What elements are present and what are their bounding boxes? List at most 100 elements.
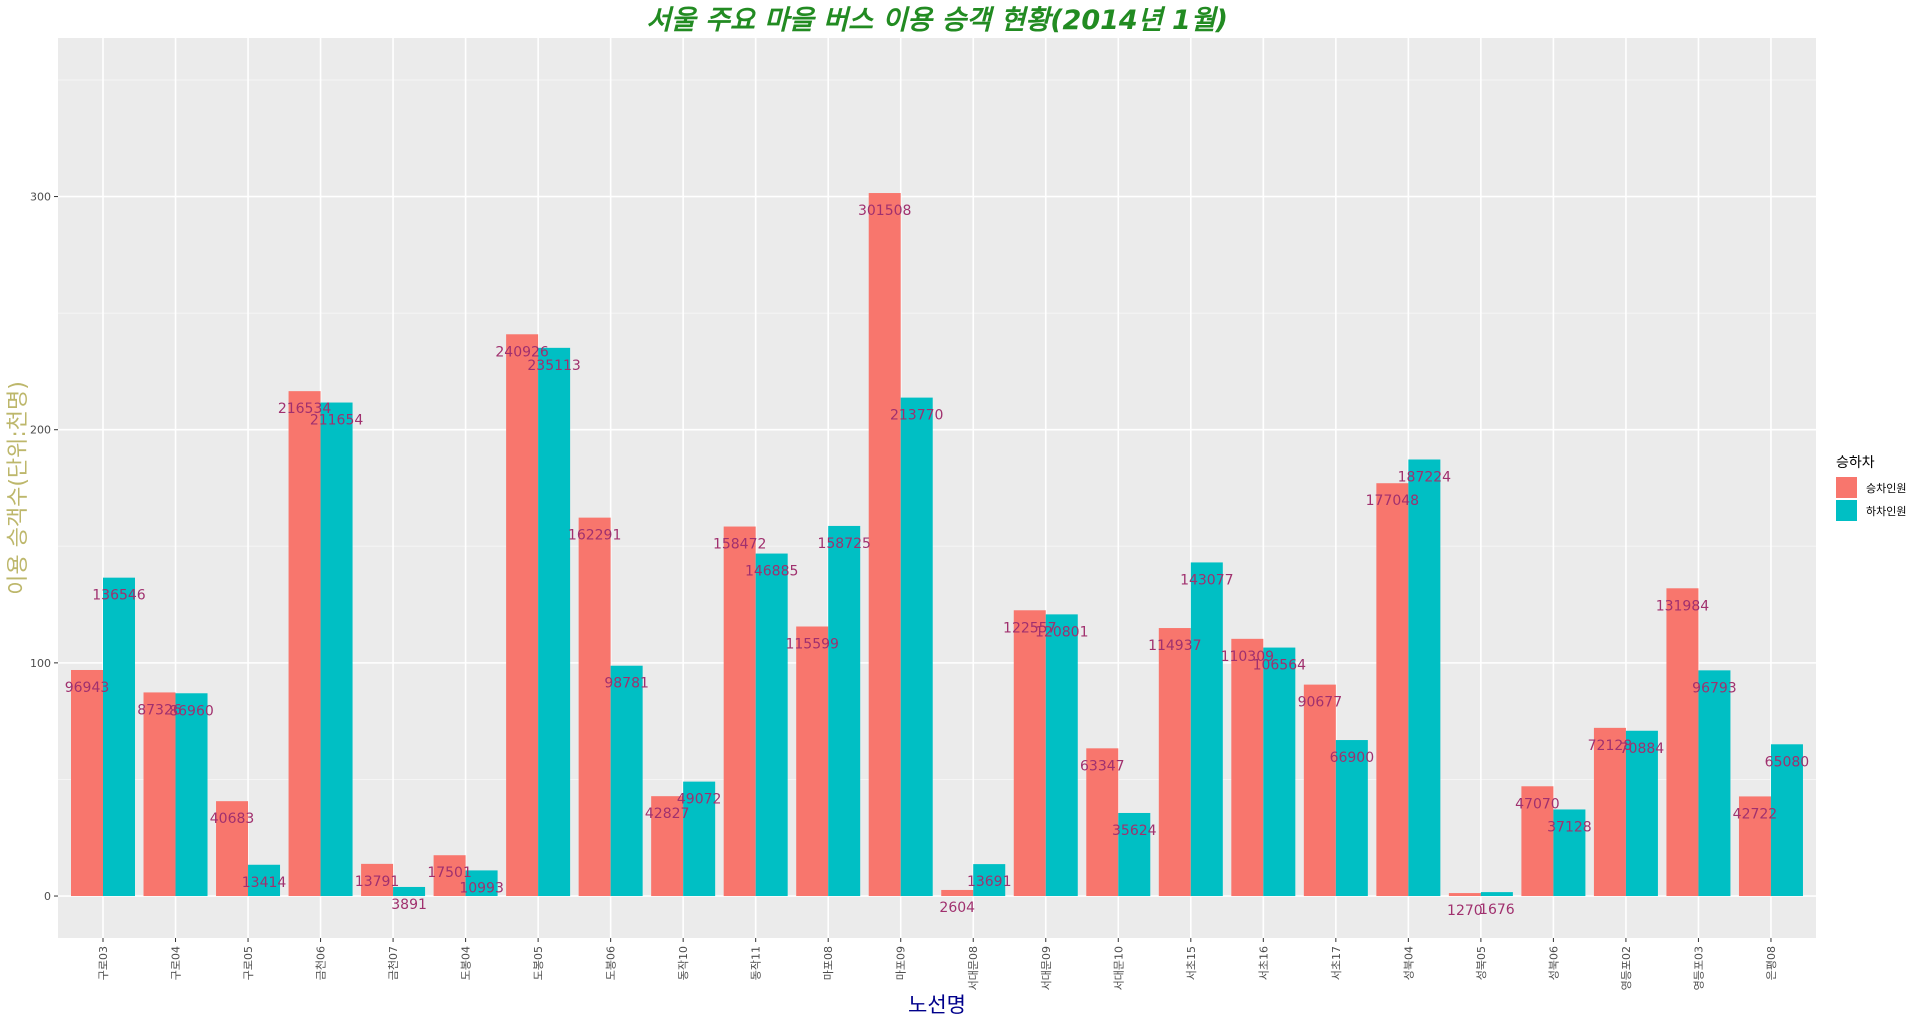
data-label: 146885 [745, 564, 798, 580]
legend-swatch-boarding [1836, 477, 1857, 498]
x-tick-label: 구로04 [170, 946, 183, 980]
y-tick-label: 0 [44, 890, 51, 903]
bar-서초15-승차인원 [1158, 628, 1191, 897]
bar-마포08-승차인원 [796, 626, 829, 897]
legend-label-alighting: 하차인원 [1866, 504, 1906, 518]
bar-성북05-하차인원 [1480, 892, 1513, 897]
bar-성북04-하차인원 [1408, 459, 1441, 897]
data-label: 177048 [1366, 493, 1419, 509]
bar-서대문10-하차인원 [1118, 812, 1151, 897]
chart-title: 서울 주요 마을 버스 이용 승객 현황(2014년 1월) [646, 5, 1228, 36]
bar-서대문08-하차인원 [973, 864, 1006, 897]
y-tick-label: 100 [30, 657, 51, 670]
bar-도봉05-하차인원 [538, 347, 571, 897]
x-tick-label: 도봉05 [532, 946, 545, 980]
bar-은평08-하차인원 [1770, 744, 1803, 897]
legend-swatch-alighting [1836, 500, 1857, 521]
data-label: 35624 [1112, 823, 1157, 839]
data-label: 158472 [713, 537, 766, 553]
legend-title: 승하차 [1836, 455, 1875, 471]
x-tick-label: 서초15 [1185, 946, 1198, 980]
data-label: 110309 [1221, 649, 1274, 665]
data-label: 240926 [495, 344, 549, 360]
data-label: 90677 [1298, 695, 1343, 711]
bar-금천06-하차인원 [320, 402, 353, 897]
x-tick-label: 도봉04 [460, 946, 473, 980]
bar-성북04-승차인원 [1376, 483, 1409, 897]
data-label: 131984 [1656, 598, 1710, 614]
bar-성북06-하차인원 [1553, 809, 1586, 897]
bar-구로04-하차인원 [175, 693, 208, 897]
data-label: 143077 [1180, 572, 1233, 588]
data-label: 42722 [1733, 806, 1778, 822]
bar-동작10-하차인원 [683, 781, 716, 897]
bar-성북05-승차인원 [1448, 893, 1481, 897]
bar-마포08-하차인원 [828, 525, 861, 897]
data-label: 115599 [785, 636, 838, 652]
data-label: 1676 [1479, 902, 1515, 918]
x-tick-label: 금천07 [386, 946, 400, 980]
data-label: 66900 [1330, 750, 1375, 766]
bar-마포09-승차인원 [868, 193, 901, 897]
data-label: 65080 [1765, 754, 1810, 770]
x-tick-label: 마포09 [895, 946, 908, 980]
data-label: 235113 [527, 358, 580, 374]
data-label: 3891 [391, 897, 427, 913]
data-label: 162291 [568, 528, 621, 544]
legend-label-boarding: 승차인원 [1866, 482, 1906, 495]
bar-서초16-승차인원 [1231, 638, 1264, 897]
x-tick-label: 동작11 [750, 946, 763, 980]
bar-금천06-승차인원 [288, 391, 321, 897]
data-label: 211654 [310, 413, 364, 429]
bar-구로05-승차인원 [216, 801, 249, 897]
data-label: 98781 [604, 676, 649, 692]
x-tick-label: 서대문09 [1040, 946, 1053, 990]
bar-금천07-하차인원 [393, 886, 426, 897]
bar-마포09-하차인원 [900, 397, 933, 897]
bar-도봉05-승차인원 [506, 334, 539, 897]
bar-도봉06-하차인원 [610, 665, 643, 897]
data-label: 42827 [645, 806, 690, 822]
bar-도봉04-하차인원 [465, 870, 498, 897]
x-tick-label: 도봉06 [605, 946, 618, 980]
bar-구로05-하차인원 [248, 864, 281, 897]
x-tick-label: 서대문08 [967, 946, 980, 990]
data-label: 72128 [1588, 738, 1633, 754]
data-label: 2604 [939, 900, 975, 916]
x-tick-label: 영등포03 [1692, 946, 1705, 990]
x-tick-label: 성북06 [1547, 946, 1560, 980]
data-label: 216534 [278, 401, 332, 417]
data-label: 13414 [242, 875, 287, 891]
x-tick-label: 서초16 [1257, 946, 1270, 980]
x-tick-label: 동작10 [677, 946, 690, 980]
data-label: 87326 [137, 702, 182, 718]
data-label: 86960 [169, 703, 214, 719]
data-label: 63347 [1080, 758, 1125, 774]
x-axis-ticks: 구로03 구로04 구로05 금천06 금천07 도봉04 도봉05 도봉06 동작10 동작11… [97, 938, 1778, 990]
data-label: 13691 [967, 874, 1012, 890]
data-label: 40683 [210, 811, 255, 827]
data-label: 136546 [92, 588, 146, 604]
data-label: 158725 [817, 536, 870, 552]
data-label: 213770 [890, 408, 943, 424]
data-label: 96793 [1692, 680, 1737, 696]
data-label: 106564 [1253, 658, 1307, 674]
bar-도봉04-승차인원 [433, 855, 466, 897]
legend: 승하차 승차인원 하차인원 [1836, 455, 1906, 521]
x-tick-label: 서대문10 [1112, 946, 1125, 990]
x-tick-label: 성북05 [1475, 946, 1488, 980]
data-label: 187224 [1398, 469, 1452, 485]
y-tick-label: 300 [30, 191, 51, 204]
x-tick-label: 마포08 [822, 946, 835, 980]
bar-구로03-하차인원 [103, 577, 135, 897]
data-labels: 96943 87326 40683 216534 13791 17501 240926 162… [65, 203, 1810, 919]
bar-서초17-승차인원 [1303, 684, 1336, 897]
data-label: 1270 [1447, 903, 1483, 919]
bar-구로03-승차인원 [71, 669, 103, 897]
bar-영등포02-하차인원 [1625, 730, 1658, 897]
data-label: 47070 [1515, 796, 1560, 812]
bar-서대문09-하차인원 [1045, 614, 1078, 897]
x-tick-label: 성북04 [1402, 946, 1415, 980]
x-tick-label: 구로05 [242, 946, 255, 980]
